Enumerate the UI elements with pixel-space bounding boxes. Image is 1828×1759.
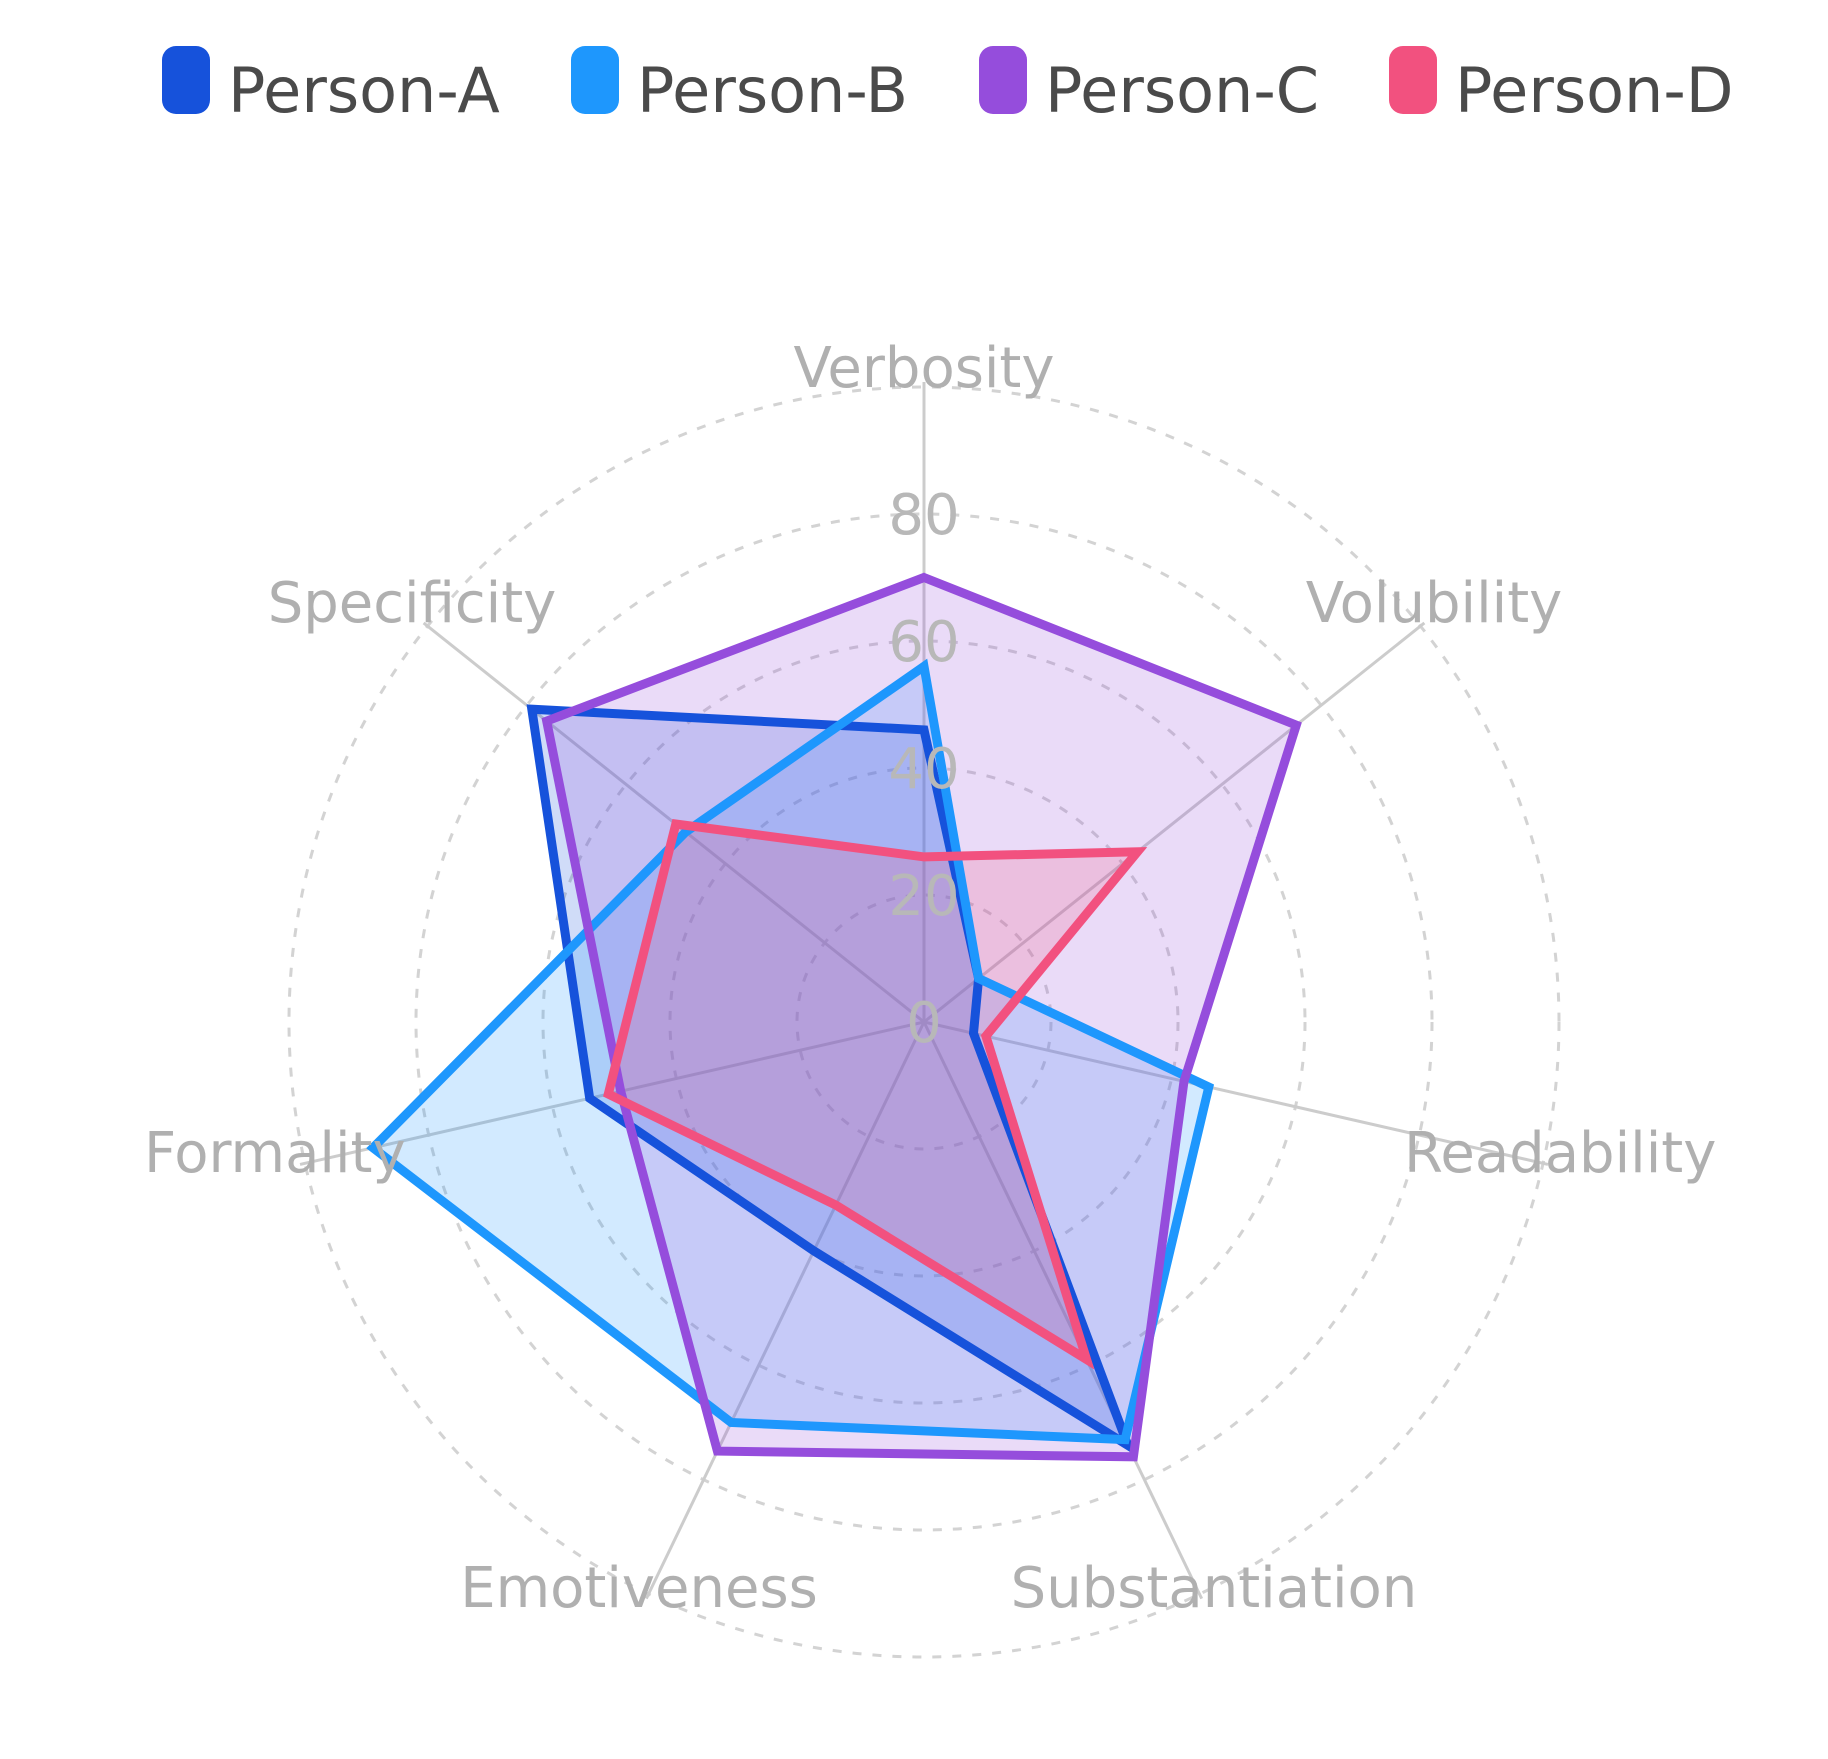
legend-swatch-person-c bbox=[979, 46, 1027, 114]
radial-tick-labels: 0 20 40 60 80 bbox=[888, 483, 959, 1056]
legend-swatch-person-b bbox=[571, 46, 619, 114]
legend-item-person-a[interactable]: Person-A bbox=[162, 46, 500, 127]
tick-label-0: 0 bbox=[906, 991, 942, 1056]
legend-swatch-person-a bbox=[162, 46, 210, 114]
tick-label-60: 60 bbox=[888, 610, 959, 675]
spoke-volubility bbox=[923, 621, 1426, 1024]
series-line-person-a bbox=[526, 704, 1137, 1457]
axis-label-readability: Readability bbox=[1404, 1121, 1716, 1186]
spoke-emotiveness bbox=[644, 1021, 926, 1600]
series-fills bbox=[373, 577, 1297, 1457]
legend-label-person-d: Person-D bbox=[1455, 54, 1733, 127]
radar-grid bbox=[287, 385, 1561, 1659]
series-area-person-b bbox=[373, 666, 1209, 1440]
legend-item-person-b[interactable]: Person-B bbox=[571, 46, 908, 127]
grid-ring-40 bbox=[668, 766, 1180, 1278]
axis-label-specificity: Specificity bbox=[268, 571, 557, 636]
tick-label-80: 80 bbox=[888, 483, 959, 548]
series-line-person-c bbox=[541, 572, 1302, 1462]
tick-label-20: 20 bbox=[888, 864, 959, 929]
radar-spokes bbox=[299, 382, 1549, 1600]
axis-label-emotiveness: Emotiveness bbox=[460, 1556, 818, 1621]
series-area-person-d bbox=[608, 824, 1138, 1360]
tick-label-40: 40 bbox=[888, 737, 959, 802]
legend-label-person-b: Person-B bbox=[637, 54, 908, 127]
grid-ring-20 bbox=[795, 893, 1053, 1151]
legend-item-person-c[interactable]: Person-C bbox=[979, 46, 1319, 127]
series-line-person-d bbox=[603, 819, 1148, 1370]
axis-labels: Verbosity Volubility Readability Substantia… bbox=[144, 336, 1716, 1621]
legend: Person-A Person-B Person-C Person-D bbox=[162, 46, 1733, 127]
axis-label-formality: Formality bbox=[144, 1121, 406, 1186]
legend-label-person-c: Person-C bbox=[1045, 54, 1319, 127]
axis-label-volubility: Volubility bbox=[1306, 571, 1563, 636]
spoke-readability bbox=[923, 1020, 1549, 1166]
grid-ring-80 bbox=[414, 512, 1434, 1532]
spoke-substantiation bbox=[922, 1021, 1204, 1600]
axis-label-verbosity: Verbosity bbox=[793, 336, 1054, 401]
grid-ring-60 bbox=[541, 639, 1307, 1405]
legend-swatch-person-d bbox=[1389, 46, 1437, 114]
series-area-person-a bbox=[531, 709, 1128, 1446]
axis-label-substantiation: Substantiation bbox=[1011, 1556, 1418, 1621]
legend-item-person-d[interactable]: Person-D bbox=[1389, 46, 1733, 127]
grid-ring-outer bbox=[287, 385, 1561, 1659]
legend-label-person-a: Person-A bbox=[228, 54, 500, 127]
series-lines bbox=[366, 572, 1302, 1462]
